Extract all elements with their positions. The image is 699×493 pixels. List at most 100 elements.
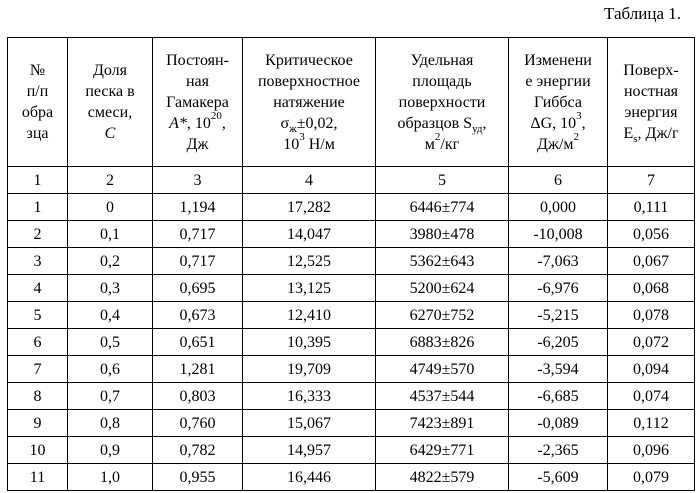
table-row: 70,61,28119,7094749±570-3,5940,094 — [8, 356, 695, 383]
table-row: 80,70,80316,3334537±544-6,6850,074 — [8, 383, 695, 410]
cell-hamaker-constant: 1,281 — [153, 356, 243, 383]
cell-surface-energy: 0,067 — [608, 248, 695, 275]
cell-surface-tension: 16,446 — [243, 464, 376, 491]
cell-specific-surface: 5362±643 — [376, 248, 509, 275]
table-row: 50,40,67312,4106270±752-5,2150,078 — [8, 302, 695, 329]
cell-gibbs-energy: 0,000 — [509, 194, 608, 221]
column-number: 3 — [153, 167, 243, 194]
header-sand-fraction: Доля песка в смеси, C — [68, 38, 153, 167]
cell-sand-fraction: 0,3 — [68, 275, 153, 302]
cell-gibbs-energy: -6,205 — [509, 329, 608, 356]
cell-sample-number: 6 — [8, 329, 68, 356]
cell-specific-surface: 7423±891 — [376, 410, 509, 437]
cell-gibbs-energy: -6,976 — [509, 275, 608, 302]
cell-surface-energy: 0,096 — [608, 437, 695, 464]
cell-sample-number: 7 — [8, 356, 68, 383]
cell-gibbs-energy: -6,685 — [509, 383, 608, 410]
cell-surface-energy: 0,072 — [608, 329, 695, 356]
cell-sample-number: 3 — [8, 248, 68, 275]
table-caption: Таблица 1. — [604, 4, 681, 24]
column-number: 4 — [243, 167, 376, 194]
cell-sand-fraction: 0,9 — [68, 437, 153, 464]
cell-sand-fraction: 0,7 — [68, 383, 153, 410]
cell-surface-tension: 12,410 — [243, 302, 376, 329]
cell-surface-tension: 17,282 — [243, 194, 376, 221]
table-body: 1 2 3 4 5 6 7 101,19417,2826446±7740,000… — [8, 167, 695, 491]
cell-specific-surface: 4749±570 — [376, 356, 509, 383]
cell-sand-fraction: 0,1 — [68, 221, 153, 248]
header-specific-surface-area: Удельная площадь поверхности образцов Sу… — [376, 38, 509, 167]
cell-sample-number: 5 — [8, 302, 68, 329]
cell-surface-tension: 19,709 — [243, 356, 376, 383]
cell-surface-tension: 10,395 — [243, 329, 376, 356]
cell-sample-number: 1 — [8, 194, 68, 221]
cell-hamaker-constant: 0,717 — [153, 248, 243, 275]
cell-sand-fraction: 0,8 — [68, 410, 153, 437]
cell-surface-energy: 0,111 — [608, 194, 695, 221]
header-sample-number: № п/п обра зца — [8, 38, 68, 167]
cell-surface-tension: 16,333 — [243, 383, 376, 410]
cell-hamaker-constant: 0,760 — [153, 410, 243, 437]
cell-surface-energy: 0,078 — [608, 302, 695, 329]
table-row: 60,50,65110,3956883±826-6,2050,072 — [8, 329, 695, 356]
cell-hamaker-constant: 0,955 — [153, 464, 243, 491]
column-number-row: 1 2 3 4 5 6 7 — [8, 167, 695, 194]
cell-gibbs-energy: -0,089 — [509, 410, 608, 437]
cell-sample-number: 8 — [8, 383, 68, 410]
column-number: 5 — [376, 167, 509, 194]
cell-specific-surface: 6883±826 — [376, 329, 509, 356]
cell-specific-surface: 4537±544 — [376, 383, 509, 410]
cell-hamaker-constant: 0,782 — [153, 437, 243, 464]
cell-surface-energy: 0,068 — [608, 275, 695, 302]
cell-gibbs-energy: -3,594 — [509, 356, 608, 383]
cell-surface-energy: 0,112 — [608, 410, 695, 437]
cell-gibbs-energy: -2,365 — [509, 437, 608, 464]
table-row: 40,30,69513,1255200±624-6,9760,068 — [8, 275, 695, 302]
cell-sand-fraction: 0,6 — [68, 356, 153, 383]
cell-hamaker-constant: 0,651 — [153, 329, 243, 356]
cell-surface-energy: 0,094 — [608, 356, 695, 383]
cell-sand-fraction: 0,4 — [68, 302, 153, 329]
cell-sample-number: 2 — [8, 221, 68, 248]
cell-specific-surface: 6446±774 — [376, 194, 509, 221]
cell-sand-fraction: 0,5 — [68, 329, 153, 356]
header-gibbs-energy-change: Изменени е энергии Гиббса ΔG, 103, Дж/м2 — [509, 38, 608, 167]
table-row: 111,00,95516,4464822±579-5,6090,079 — [8, 464, 695, 491]
table-row: 30,20,71712,5255362±643-7,0630,067 — [8, 248, 695, 275]
cell-specific-surface: 5200±624 — [376, 275, 509, 302]
cell-sand-fraction: 0 — [68, 194, 153, 221]
cell-sample-number: 4 — [8, 275, 68, 302]
cell-surface-energy: 0,074 — [608, 383, 695, 410]
table-row: 90,80,76015,0677423±891-0,0890,112 — [8, 410, 695, 437]
cell-gibbs-energy: -5,609 — [509, 464, 608, 491]
cell-gibbs-energy: -10,008 — [509, 221, 608, 248]
cell-surface-tension: 13,125 — [243, 275, 376, 302]
cell-sample-number: 10 — [8, 437, 68, 464]
cell-hamaker-constant: 1,194 — [153, 194, 243, 221]
cell-sand-fraction: 0,2 — [68, 248, 153, 275]
cell-sample-number: 9 — [8, 410, 68, 437]
cell-hamaker-constant: 0,695 — [153, 275, 243, 302]
cell-sand-fraction: 1,0 — [68, 464, 153, 491]
column-number: 1 — [8, 167, 68, 194]
column-number: 7 — [608, 167, 695, 194]
table-row: 20,10,71714,0473980±478-10,0080,056 — [8, 221, 695, 248]
cell-surface-tension: 15,067 — [243, 410, 376, 437]
cell-specific-surface: 6270±752 — [376, 302, 509, 329]
header-surface-energy: Поверх- ностная энергия Es, Дж/г — [608, 38, 695, 167]
cell-surface-tension: 14,047 — [243, 221, 376, 248]
cell-surface-energy: 0,056 — [608, 221, 695, 248]
cell-gibbs-energy: -5,215 — [509, 302, 608, 329]
table-row: 101,19417,2826446±7740,0000,111 — [8, 194, 695, 221]
cell-hamaker-constant: 0,717 — [153, 221, 243, 248]
cell-specific-surface: 4822±579 — [376, 464, 509, 491]
cell-gibbs-energy: -7,063 — [509, 248, 608, 275]
cell-specific-surface: 6429±771 — [376, 437, 509, 464]
cell-surface-tension: 12,525 — [243, 248, 376, 275]
cell-hamaker-constant: 0,803 — [153, 383, 243, 410]
header-hamaker-constant: Постоян- ная Гамакера A*, 1020, Дж — [153, 38, 243, 167]
column-number: 6 — [509, 167, 608, 194]
cell-surface-energy: 0,079 — [608, 464, 695, 491]
cell-hamaker-constant: 0,673 — [153, 302, 243, 329]
data-table: № п/п обра зца Доля песка в смеси, C Пос… — [7, 37, 695, 491]
